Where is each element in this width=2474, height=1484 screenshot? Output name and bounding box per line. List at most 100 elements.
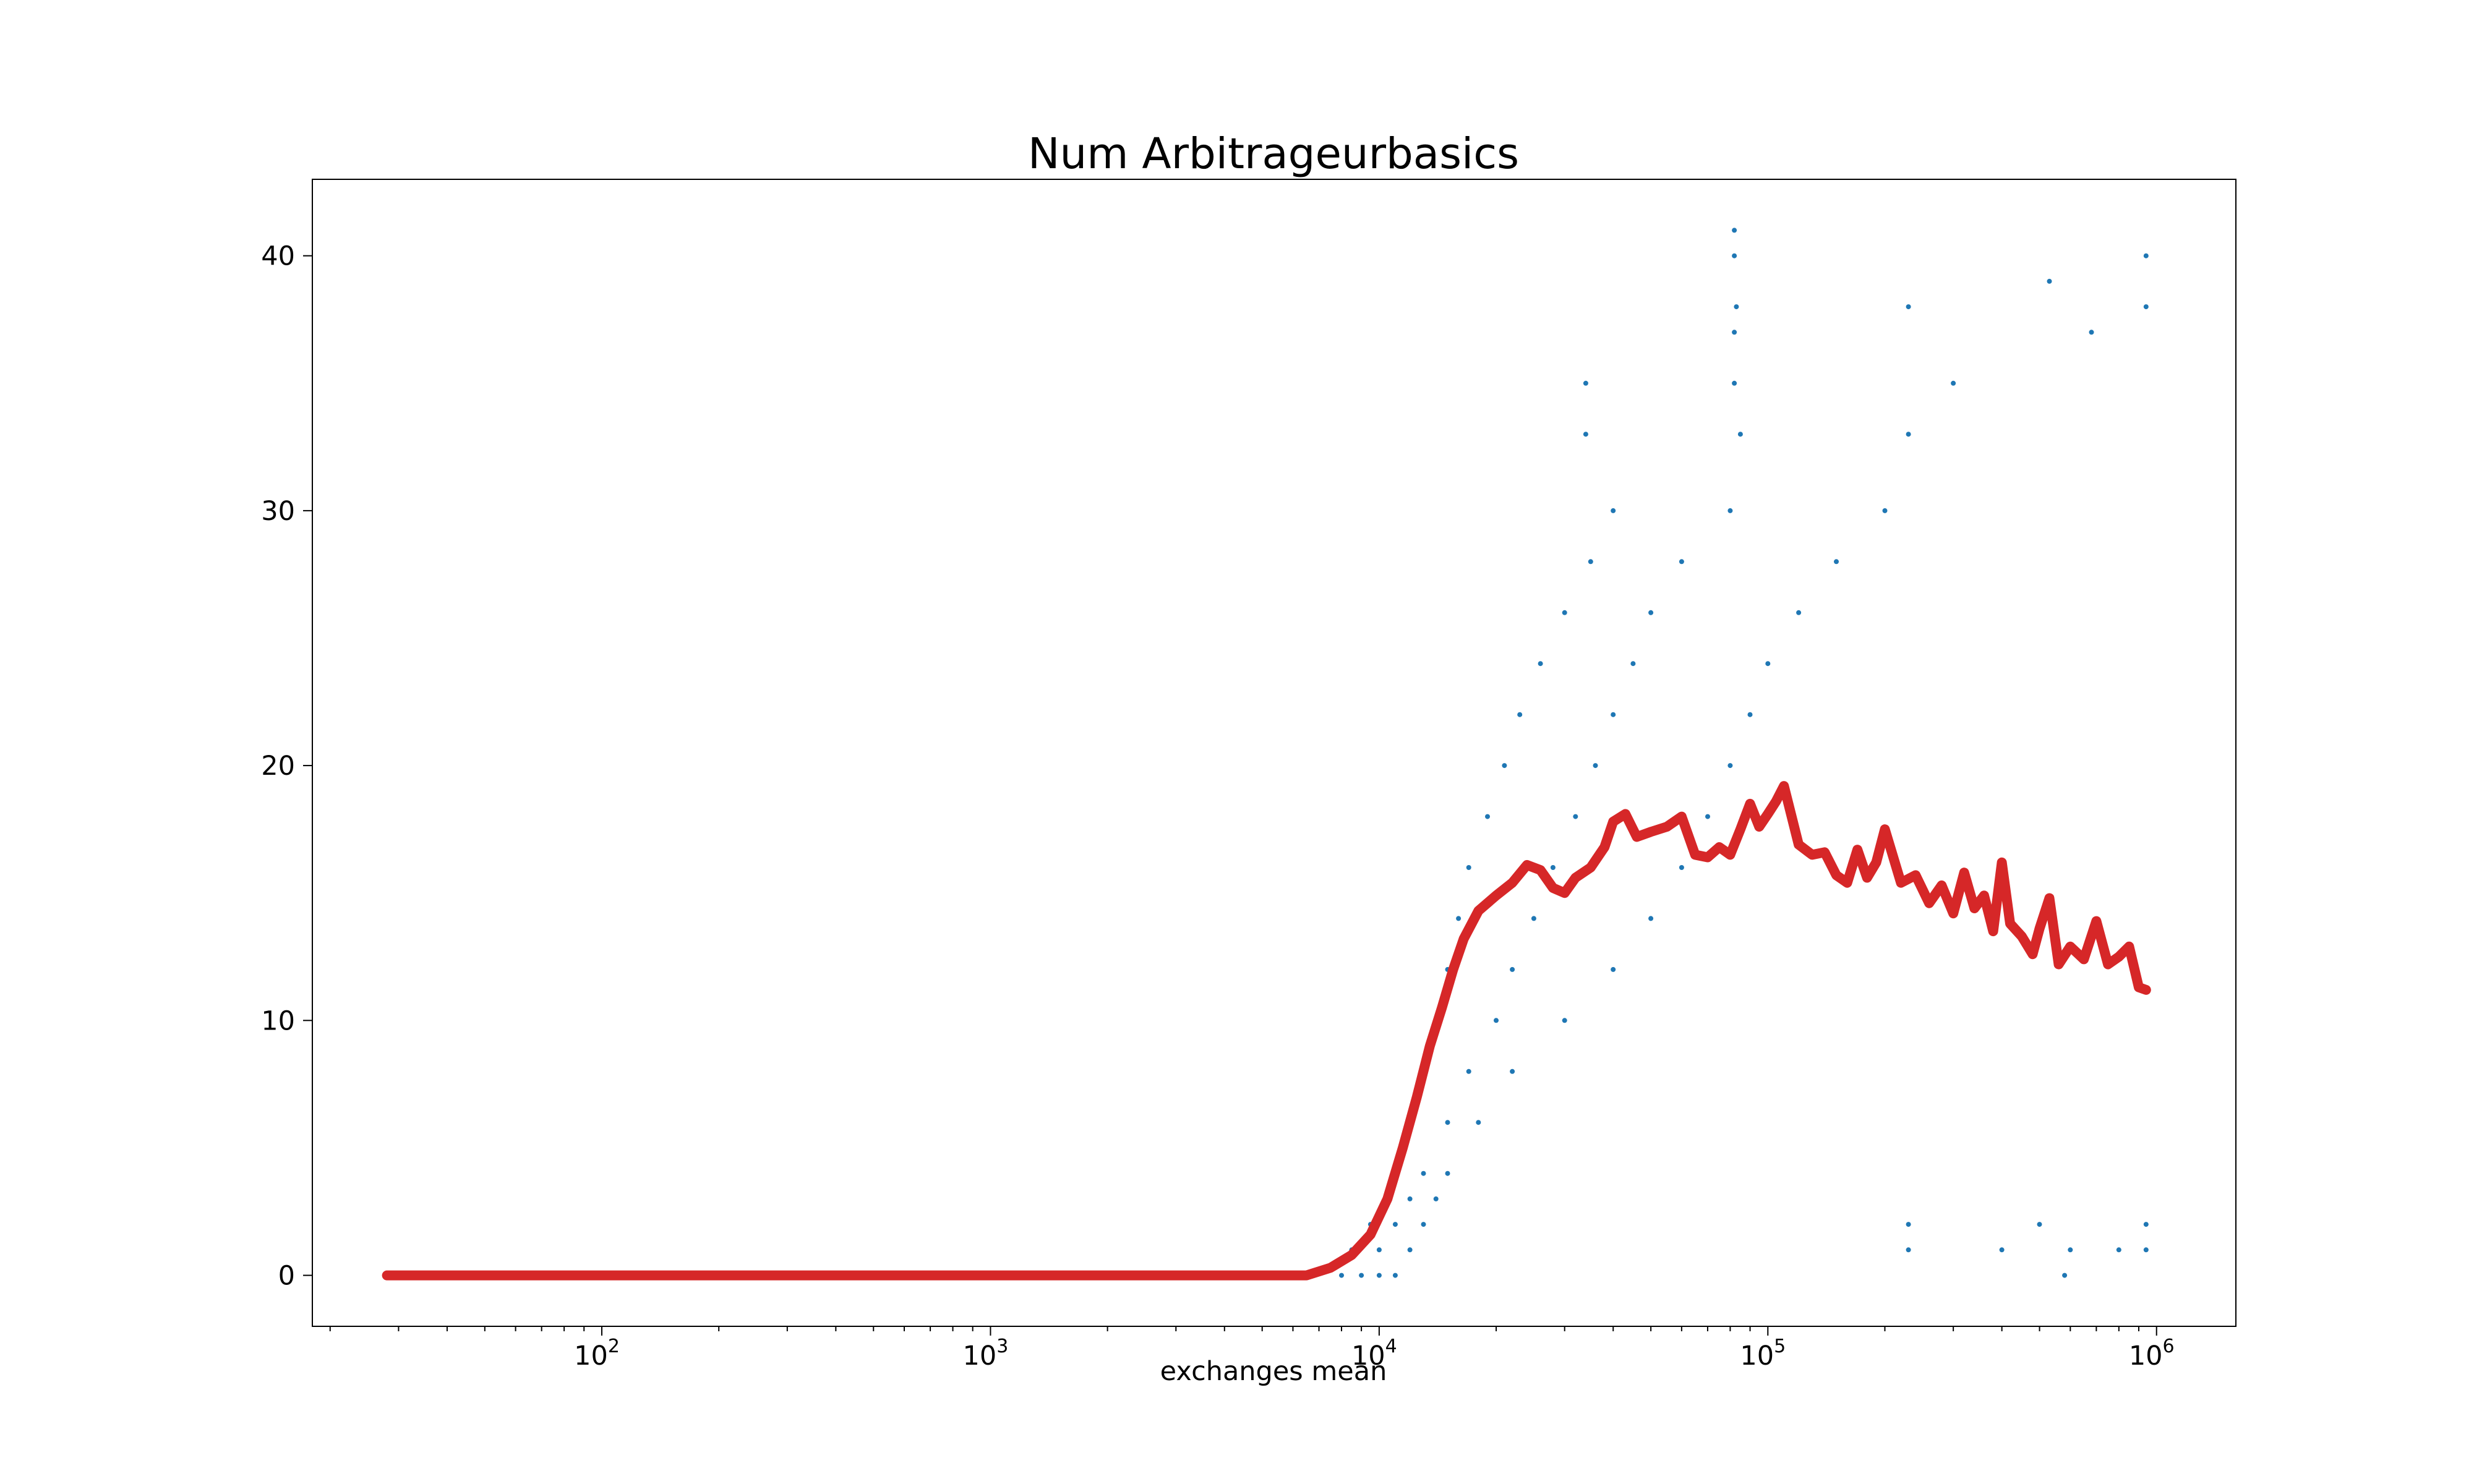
- scatter-point: [1906, 432, 1911, 437]
- x-tick-label: 105: [1740, 1336, 1786, 1371]
- scatter-point: [1727, 763, 1733, 769]
- scatter-point: [1648, 610, 1654, 615]
- scatter-point: [1407, 1247, 1413, 1253]
- scatter-point: [1648, 916, 1654, 921]
- x-tick-label: 104: [1351, 1336, 1397, 1371]
- line-series: [382, 781, 2151, 1281]
- scatter-point: [1376, 1247, 1382, 1253]
- x-tick-label: 102: [574, 1336, 620, 1371]
- scatter-point: [2047, 278, 2052, 284]
- scatter-point: [1732, 380, 1737, 386]
- scatter-point: [1679, 559, 1684, 565]
- trend-line: [382, 781, 2151, 1281]
- scatter-point: [2037, 1222, 2042, 1227]
- scatter-point: [1906, 1247, 1911, 1253]
- x-axis-ticks: 102 103 104 105 106: [329, 1326, 2175, 1371]
- scatter-point: [1531, 916, 1536, 921]
- scatter-point: [1502, 763, 1507, 769]
- scatter-point: [1611, 966, 1616, 972]
- x-axis-label: exchanges mean: [1160, 1356, 1387, 1387]
- scatter-point: [1392, 1222, 1398, 1227]
- scatter-point: [2068, 1247, 2073, 1253]
- scatter-point: [1583, 432, 1588, 437]
- scatter-point: [1510, 966, 1515, 972]
- scatter-point: [1392, 1273, 1398, 1278]
- chart-title: Num Arbitrageurbasics: [1028, 129, 1519, 179]
- x-tick-base: 10: [574, 1341, 608, 1371]
- scatter-point: [1747, 712, 1753, 717]
- scatter-point: [1445, 1120, 1450, 1125]
- y-tick-label: 10: [261, 1005, 295, 1036]
- x-tick-base: 10: [1351, 1341, 1385, 1371]
- scatter-point: [1611, 712, 1616, 717]
- scatter-point: [1732, 228, 1737, 233]
- scatter-point: [1562, 1018, 1567, 1023]
- scatter-point: [2143, 1222, 2149, 1227]
- scatter-point: [1456, 916, 1462, 921]
- scatter-point: [1765, 661, 1771, 667]
- scatter-point: [1359, 1273, 1364, 1278]
- scatter-point: [1339, 1273, 1344, 1278]
- scatter-point: [2143, 253, 2149, 258]
- scatter-point: [1951, 380, 1956, 386]
- scatter-point: [1421, 1222, 1426, 1227]
- x-tick-base: 10: [2129, 1341, 2163, 1371]
- y-axis-ticks: 0 10 20 30 40: [261, 241, 312, 1292]
- y-tick-label: 0: [278, 1261, 295, 1292]
- scatter-point: [1999, 1247, 2005, 1253]
- scatter-point: [1376, 1273, 1382, 1278]
- scatter-point: [1485, 814, 1490, 819]
- scatter-point: [1421, 1171, 1426, 1176]
- scatter-point: [1796, 610, 1802, 615]
- scatter-point: [1705, 814, 1710, 819]
- scatter-point: [1445, 1171, 1450, 1176]
- scatter-point: [1494, 1018, 1499, 1023]
- x-tick-base: 10: [1740, 1341, 1774, 1371]
- x-tick-exponent: 5: [1774, 1336, 1786, 1357]
- scatter-point: [1679, 865, 1684, 870]
- scatter-point: [1737, 432, 1743, 437]
- scatter-point: [2143, 1247, 2149, 1253]
- scatter-point: [1538, 661, 1543, 667]
- x-tick-exponent: 6: [2163, 1336, 2175, 1357]
- y-tick-label: 30: [261, 496, 295, 527]
- scatter-point: [2116, 1247, 2121, 1253]
- x-tick-label: 106: [2129, 1336, 2175, 1371]
- scatter-point: [2143, 304, 2149, 310]
- x-tick-exponent: 4: [1385, 1336, 1397, 1357]
- scatter-point: [1510, 1068, 1515, 1074]
- scatter-point: [1630, 661, 1636, 667]
- scatter-point: [2089, 330, 2094, 335]
- scatter-point: [1727, 508, 1733, 513]
- scatter-point: [1734, 304, 1739, 310]
- scatter-point: [1906, 1222, 1911, 1227]
- scatter-point: [1906, 304, 1911, 310]
- scatter-point: [1611, 508, 1616, 513]
- scatter-point: [1466, 865, 1471, 870]
- scatter-point: [1593, 763, 1598, 769]
- plot-frame: [312, 179, 2236, 1327]
- scatter-point: [1573, 814, 1578, 819]
- scatter-point: [1550, 865, 1556, 870]
- x-tick-exponent: 2: [608, 1336, 620, 1357]
- scatter-point: [1588, 559, 1593, 565]
- scatter-point: [1466, 1068, 1471, 1074]
- scatter-point: [1834, 559, 1839, 565]
- scatter-point: [1562, 610, 1567, 615]
- scatter-point: [1583, 380, 1588, 386]
- scatter-point: [1517, 712, 1523, 717]
- x-tick-base: 10: [963, 1341, 997, 1371]
- y-tick-label: 40: [261, 241, 295, 272]
- scatter-point: [1433, 1196, 1439, 1201]
- y-tick-label: 20: [261, 751, 295, 782]
- x-tick-label: 103: [963, 1336, 1009, 1371]
- scatter-point: [1476, 1120, 1481, 1125]
- scatter-point: [1732, 330, 1737, 335]
- scatter-point: [1407, 1196, 1413, 1201]
- x-tick-exponent: 3: [996, 1336, 1008, 1357]
- scatter-point: [2062, 1273, 2068, 1278]
- scatter-point: [1732, 253, 1737, 258]
- scatter-point: [1882, 508, 1888, 513]
